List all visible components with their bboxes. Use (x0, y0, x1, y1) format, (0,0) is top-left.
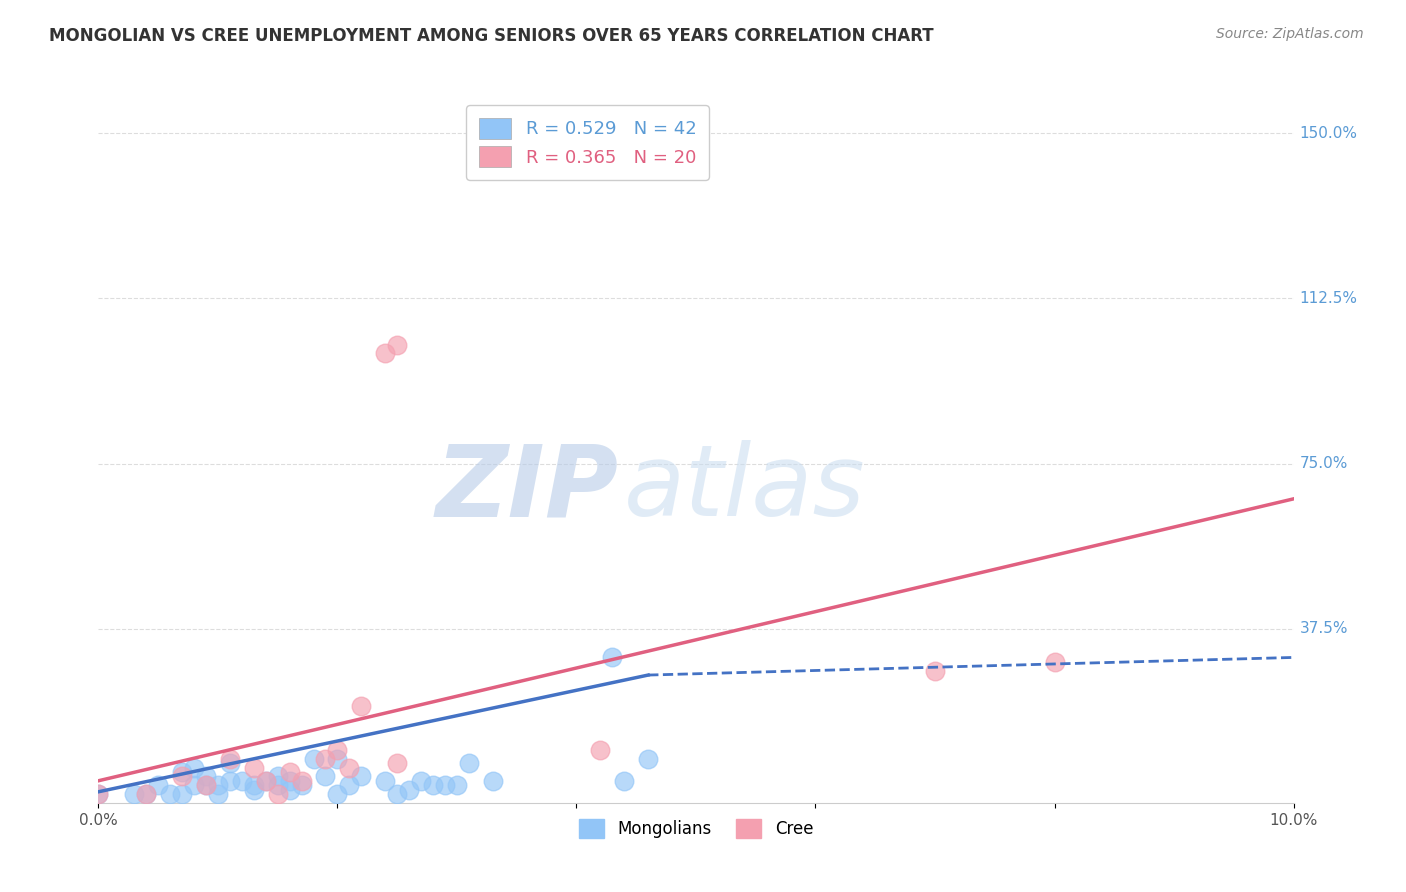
Cree (254, 773, 277, 788)
Mongolians (613, 773, 636, 788)
Mongolians (219, 773, 242, 788)
Cree (195, 778, 218, 792)
Cree (291, 773, 314, 788)
Cree (267, 787, 290, 801)
Cree (315, 752, 337, 766)
Text: 75.0%: 75.0% (1299, 456, 1348, 471)
Text: 37.5%: 37.5% (1299, 622, 1348, 636)
Mongolians (278, 773, 301, 788)
Mongolians (458, 756, 481, 771)
Mongolians (231, 773, 253, 788)
Mongolians (385, 787, 409, 801)
Mongolians (326, 752, 349, 766)
Cree (87, 787, 110, 801)
Mongolians (159, 787, 181, 801)
Mongolians (267, 769, 290, 783)
Mongolians (243, 782, 266, 797)
Mongolians (350, 769, 373, 783)
Mongolians (637, 752, 659, 766)
Text: MONGOLIAN VS CREE UNEMPLOYMENT AMONG SENIORS OVER 65 YEARS CORRELATION CHART: MONGOLIAN VS CREE UNEMPLOYMENT AMONG SEN… (49, 27, 934, 45)
Cree (219, 752, 242, 766)
Mongolians (135, 787, 157, 801)
Text: 150.0%: 150.0% (1299, 126, 1358, 141)
Mongolians (207, 787, 229, 801)
Legend: Mongolians, Cree: Mongolians, Cree (572, 812, 820, 845)
Cree (278, 764, 301, 779)
Mongolians (374, 773, 396, 788)
Cree (374, 346, 396, 360)
Mongolians (422, 778, 444, 792)
Mongolians (602, 650, 624, 665)
Text: 112.5%: 112.5% (1299, 291, 1358, 306)
Mongolians (278, 782, 301, 797)
Mongolians (87, 787, 110, 801)
Mongolians (183, 760, 205, 774)
Text: atlas: atlas (624, 441, 866, 537)
Mongolians (482, 773, 505, 788)
Mongolians (434, 778, 457, 792)
Mongolians (172, 764, 194, 779)
Text: ZIP: ZIP (436, 441, 619, 537)
Mongolians (326, 787, 349, 801)
Mongolians (339, 778, 361, 792)
Mongolians (124, 787, 146, 801)
Mongolians (302, 752, 325, 766)
Mongolians (267, 778, 290, 792)
Cree (135, 787, 157, 801)
Cree (350, 698, 373, 713)
Mongolians (195, 778, 218, 792)
Cree (385, 756, 409, 771)
Mongolians (172, 787, 194, 801)
Mongolians (446, 778, 468, 792)
Mongolians (315, 769, 337, 783)
Mongolians (243, 778, 266, 792)
Mongolians (148, 778, 170, 792)
Cree (924, 664, 946, 678)
Mongolians (398, 782, 420, 797)
Mongolians (411, 773, 433, 788)
Mongolians (207, 778, 229, 792)
Cree (243, 760, 266, 774)
Cree (385, 337, 409, 351)
Mongolians (291, 778, 314, 792)
Mongolians (219, 756, 242, 771)
Cree (339, 760, 361, 774)
Cree (589, 743, 612, 757)
Cree (1043, 655, 1066, 669)
Mongolians (254, 773, 277, 788)
Cree (172, 769, 194, 783)
Text: Source: ZipAtlas.com: Source: ZipAtlas.com (1216, 27, 1364, 41)
Mongolians (195, 769, 218, 783)
Cree (326, 743, 349, 757)
Mongolians (183, 778, 205, 792)
